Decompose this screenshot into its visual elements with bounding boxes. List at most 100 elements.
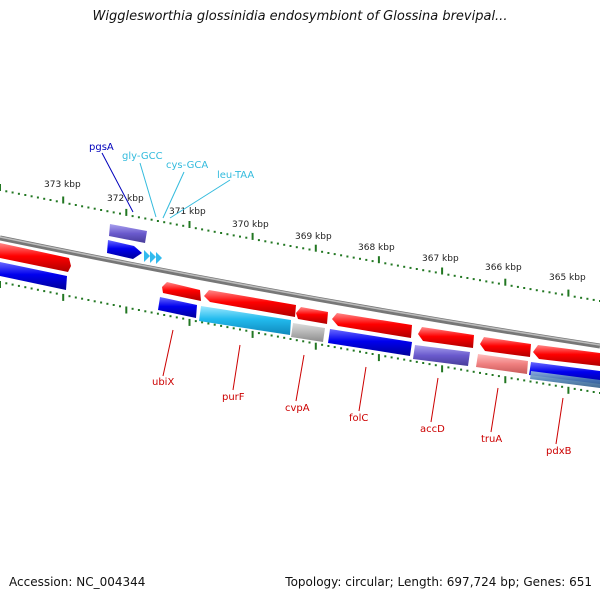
minor-tick: [561, 385, 564, 388]
gene-feature-purF[interactable]: [199, 306, 291, 335]
minor-tick: [302, 340, 305, 343]
major-tick: [504, 376, 507, 384]
minor-tick: [213, 230, 216, 233]
minor-tick: [156, 220, 159, 222]
gene-label-gly-GCC[interactable]: gly-GCC: [122, 151, 163, 162]
scale-label: 370 kbp: [232, 220, 269, 230]
minor-tick: [194, 227, 197, 230]
minor-tick: [276, 335, 279, 338]
minor-tick: [592, 391, 595, 393]
trna-cys-GCA[interactable]: [150, 251, 156, 263]
minor-tick: [36, 196, 39, 199]
minor-tick: [232, 234, 235, 237]
major-tick: [314, 342, 317, 350]
gene-label-cvpA[interactable]: cvpA: [285, 403, 310, 414]
minor-tick: [201, 321, 204, 324]
gene-label-cys-GCA[interactable]: cys-GCA: [166, 160, 208, 171]
minor-tick: [523, 287, 526, 289]
minor-tick: [270, 334, 273, 337]
minor-tick: [150, 311, 153, 314]
minor-tick: [460, 275, 463, 278]
gene-feature-ubiX-upper[interactable]: [162, 282, 201, 301]
minor-tick: [81, 205, 84, 208]
gene-label-leu-TAA[interactable]: leu-TAA: [217, 170, 254, 181]
gene-label-ubiX[interactable]: ubiX: [152, 377, 174, 388]
trna-gly-GCC[interactable]: [144, 250, 150, 262]
major-tick: [0, 184, 1, 191]
gene-feature-pdxB-upper[interactable]: [533, 345, 600, 366]
minor-tick: [169, 315, 172, 318]
minor-tick: [340, 347, 343, 350]
minor-tick: [5, 282, 8, 285]
gene-feature-accD-upper[interactable]: [418, 327, 474, 348]
minor-tick: [428, 270, 431, 273]
minor-tick: [276, 242, 279, 245]
gene-feature-accD[interactable]: [413, 345, 470, 366]
gene-label-pgsA[interactable]: pgsA: [89, 142, 114, 153]
gene-label-truA[interactable]: truA: [481, 434, 502, 445]
minor-tick: [270, 241, 273, 244]
gene-feature-pdxB-steel[interactable]: [530, 371, 600, 388]
gene-feature-left-red[interactable]: [0, 243, 71, 272]
minor-tick: [384, 355, 387, 358]
gene-label-accD[interactable]: accD: [420, 424, 445, 435]
minor-tick: [548, 383, 551, 386]
map-title: Wigglesworthia glossinidia endosymbiont …: [92, 9, 508, 24]
gene-feature-truA[interactable]: [476, 354, 528, 374]
minor-tick: [580, 388, 583, 391]
minor-tick: [592, 298, 595, 301]
minor-tick: [175, 223, 178, 226]
minor-tick: [479, 371, 481, 374]
gene-feature-ubiX[interactable]: [158, 297, 197, 318]
minor-tick: [321, 250, 324, 253]
gene-feature-left-blue[interactable]: [0, 262, 67, 290]
minor-tick: [529, 380, 532, 383]
minor-tick: [554, 292, 557, 295]
minor-tick: [295, 339, 298, 342]
major-tick: [504, 278, 507, 286]
scale-label: 365 kbp: [549, 273, 586, 283]
minor-tick: [49, 199, 52, 201]
gene-feature-truA-upper[interactable]: [480, 337, 531, 357]
forward-strand-features: [0, 240, 600, 388]
reverse-strand-features: [0, 224, 147, 272]
minor-tick: [144, 217, 147, 220]
minor-tick: [371, 353, 374, 355]
gene-label-purF[interactable]: purF: [222, 392, 245, 403]
gene-feature-cvpA[interactable]: [291, 323, 325, 342]
minor-tick: [36, 288, 39, 291]
minor-tick: [510, 377, 513, 380]
gene-feature-pgsA[interactable]: [109, 224, 147, 243]
minor-tick: [17, 284, 20, 287]
minor-tick: [137, 309, 140, 311]
minor-tick: [333, 346, 336, 349]
minor-tick: [542, 382, 545, 385]
minor-tick: [327, 345, 330, 347]
major-tick: [441, 267, 444, 275]
trna-leu-TAA[interactable]: [156, 252, 162, 264]
gene-feature-folC-upper[interactable]: [332, 313, 412, 338]
gene-feature-blue-arrow[interactable]: [107, 240, 142, 259]
minor-tick: [447, 273, 450, 276]
minor-tick: [156, 312, 159, 315]
label-leader-ubiX: [162, 329, 174, 377]
minor-tick: [55, 292, 58, 295]
minor-tick: [346, 255, 349, 258]
minor-tick: [415, 360, 418, 363]
gene-feature-folC[interactable]: [328, 329, 412, 356]
scale-label: 372 kbp: [107, 194, 144, 204]
gene-feature-purF-upper[interactable]: [204, 290, 296, 317]
label-leader-leu-TAA: [169, 179, 231, 219]
gene-feature-cvpA-upper[interactable]: [296, 307, 328, 324]
gene-label-folC[interactable]: folC: [349, 413, 368, 424]
minor-tick: [17, 192, 20, 195]
minor-tick: [516, 285, 519, 288]
major-tick: [567, 289, 570, 297]
minor-tick: [415, 268, 418, 270]
minor-tick: [169, 222, 172, 225]
minor-tick: [49, 291, 52, 294]
minor-tick: [346, 348, 349, 351]
major-tick: [188, 221, 191, 228]
gene-label-pdxB[interactable]: pdxB: [546, 446, 572, 457]
